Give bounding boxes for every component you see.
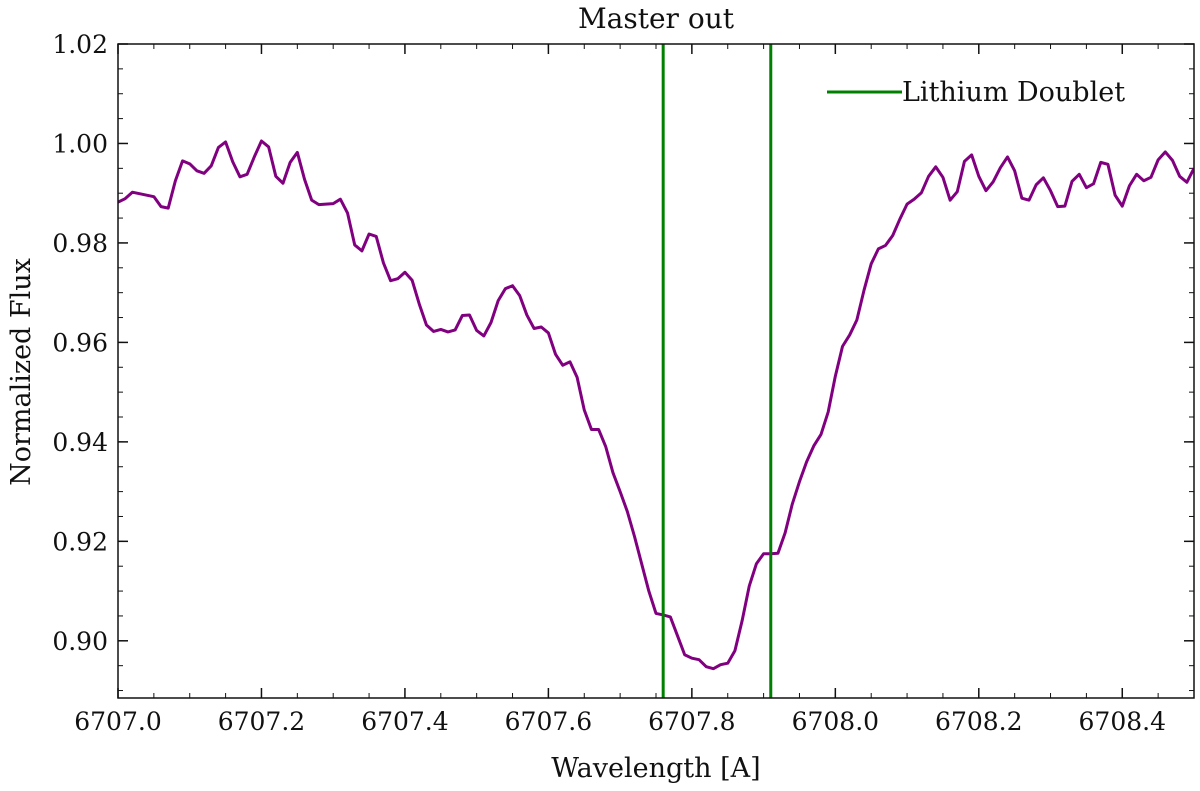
x-axis-label: Wavelength [A] [551,753,760,784]
y-tick-label: 0.90 [52,627,108,656]
x-tick-label: 6707.2 [218,707,305,736]
legend-label-lithium-doublet: Lithium Doublet [902,77,1125,108]
flux-line [118,139,1194,671]
y-tick-label: 0.94 [52,428,108,457]
x-tick-label: 6707.6 [505,707,592,736]
x-tick-label: 6707.4 [361,707,448,736]
y-axis-label: Normalized Flux [6,258,37,486]
x-tick-label: 6708.4 [1079,707,1166,736]
chart-title: Master out [578,2,735,35]
y-tick-label: 1.02 [52,30,108,59]
y-tick-label: 0.96 [52,328,108,357]
y-tick-label: 0.92 [52,527,108,556]
x-tick-label: 6707.8 [648,707,735,736]
plot-area: 6707.0 6707.2 6707.4 6707.6 6707.8 6708.0 6708… [52,30,1195,736]
x-tick-label: 6708.0 [792,707,879,736]
plot-frame [117,43,1195,699]
y-tick-label: 0.98 [52,229,108,258]
x-tick-label: 6708.2 [935,707,1022,736]
data-layer [118,44,1194,698]
x-tick-label: 6707.0 [74,707,161,736]
legend: Lithium Doublet [827,77,1125,108]
y-tick-label: 1.00 [52,129,108,158]
